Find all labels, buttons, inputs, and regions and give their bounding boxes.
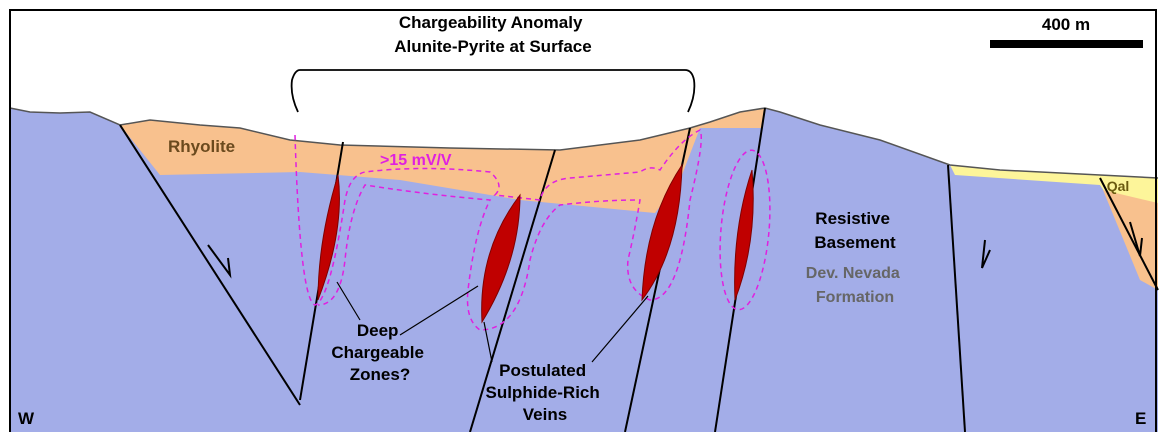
label-line: Chargeable <box>331 343 424 362</box>
label-line: Zones? <box>350 365 410 384</box>
anomaly-label: >15 mV/V <box>380 152 452 169</box>
west-label: W <box>18 409 35 428</box>
label-line: Postulated <box>499 361 586 380</box>
label-line: Veins <box>523 405 567 424</box>
qal-label: Qal <box>1107 178 1130 194</box>
label-line: Resistive <box>815 209 890 228</box>
cross-section: 400 m Chargeability Anomaly Alunite-Pyri… <box>0 0 1162 432</box>
title-line: Alunite-Pyrite at Surface <box>394 37 591 56</box>
label-line: Formation <box>816 289 894 306</box>
scale-label: 400 m <box>1042 15 1090 34</box>
rhyolite-label: Rhyolite <box>168 137 235 156</box>
east-label: E <box>1135 409 1146 428</box>
title-line: Chargeability Anomaly <box>399 13 583 32</box>
label-line: Sulphide-Rich <box>485 383 599 402</box>
scale-bar <box>990 40 1143 48</box>
label-line: Dev. Nevada <box>806 265 900 282</box>
label-line: Basement <box>814 233 896 252</box>
label-line: Deep <box>357 321 399 340</box>
